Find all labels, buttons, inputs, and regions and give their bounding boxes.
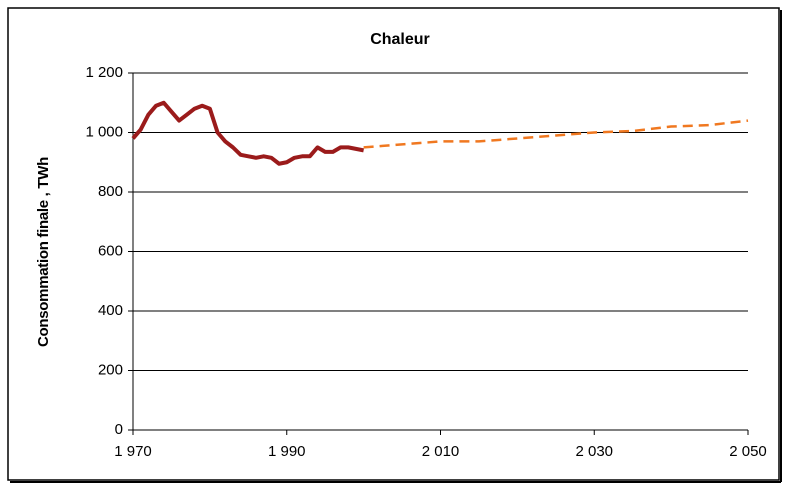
y-tick-label: 400 [98,302,123,319]
chart-frame [7,7,780,481]
x-tick-label: 2 010 [422,443,460,460]
y-tick-label: 800 [98,183,123,200]
y-tick-label: 1 200 [85,64,123,81]
y-tick-label: 0 [115,421,123,438]
x-tick-label: 1 990 [268,443,306,460]
y-tick-label: 600 [98,242,123,259]
x-tick-label: 2 030 [575,443,613,460]
y-tick-label: 1 000 [85,123,123,140]
x-tick-label: 2 050 [729,443,767,460]
chart-title: Chaleur [370,31,430,48]
series-line [363,119,749,149]
y-tick-label: 200 [98,361,123,378]
series-line [131,100,365,166]
x-tick-label: 1 970 [114,443,152,460]
y-axis-label: Consommation finale , TWh [35,157,52,347]
